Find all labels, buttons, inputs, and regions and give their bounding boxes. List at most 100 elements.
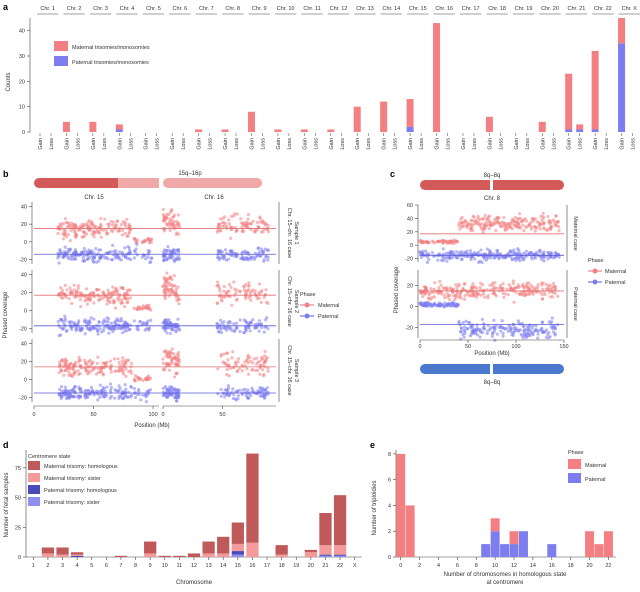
gain-loss-label: Loss: [366, 138, 372, 150]
point-maternal: [164, 354, 168, 358]
point-maternal: [483, 213, 487, 217]
point-maternal: [533, 216, 537, 221]
panel-b-ytick-label: -20: [19, 396, 27, 402]
point-maternal: [457, 223, 461, 228]
point-paternal: [144, 327, 149, 331]
point-maternal: [59, 296, 64, 300]
point-paternal: [138, 319, 142, 323]
point-paternal: [424, 249, 428, 253]
point-paternal: [74, 252, 78, 256]
panel-b-left-chr: Chr. 15: [84, 195, 104, 201]
point-maternal: [86, 220, 90, 224]
point-paternal: [129, 384, 133, 389]
point-maternal: [74, 225, 78, 229]
point-maternal: [216, 367, 220, 371]
point-maternal: [116, 357, 120, 361]
point-maternal: [527, 281, 531, 285]
point-maternal: [129, 361, 134, 366]
point-paternal: [79, 326, 83, 330]
panel-c-xtick-label: 100: [511, 344, 520, 350]
point-paternal: [456, 303, 460, 307]
point-paternal: [68, 320, 72, 324]
point-maternal: [67, 366, 72, 371]
point-maternal: [77, 355, 81, 359]
chromosome-label: Chr. 12: [330, 6, 348, 12]
gain-loss-label: Gain: [355, 138, 361, 150]
point-maternal: [459, 217, 463, 221]
point-maternal: [262, 295, 266, 299]
point-maternal: [220, 224, 225, 228]
point-maternal: [219, 354, 223, 358]
point-maternal: [524, 292, 528, 297]
point-paternal: [266, 258, 270, 262]
bar-maternal-sister: [304, 552, 318, 557]
point-paternal: [73, 257, 78, 261]
point-paternal: [261, 394, 266, 398]
point-maternal: [508, 225, 512, 229]
panel-d-xtick-label: 5: [90, 563, 93, 569]
point-paternal: [469, 255, 473, 260]
point-paternal: [264, 254, 268, 258]
point-maternal: [245, 357, 250, 362]
point-maternal: [516, 217, 520, 221]
point-maternal: [141, 304, 145, 308]
point-maternal: [541, 211, 545, 215]
point-paternal: [525, 331, 529, 335]
point-maternal: [76, 284, 81, 288]
point-paternal: [461, 332, 465, 336]
point-maternal: [265, 300, 269, 304]
point-maternal: [85, 302, 90, 306]
point-paternal: [165, 331, 169, 335]
point-paternal: [62, 326, 66, 330]
point-maternal: [71, 367, 75, 371]
point-maternal: [109, 219, 113, 224]
point-maternal: [462, 282, 466, 286]
point-paternal: [519, 332, 523, 337]
point-maternal: [230, 214, 234, 218]
point-paternal: [109, 385, 114, 390]
panel-c-ytick-label: 0: [410, 243, 413, 249]
point-paternal: [515, 327, 519, 331]
gain-loss-label: Loss: [75, 138, 81, 150]
point-maternal: [523, 285, 527, 289]
point-maternal: [447, 297, 452, 302]
panel-e-xtick-label: 4: [437, 563, 440, 569]
point-paternal: [527, 326, 531, 330]
point-maternal: [510, 227, 514, 231]
panel-d-xtick-label: 16: [249, 563, 255, 569]
point-paternal: [69, 325, 73, 330]
point-maternal: [105, 302, 109, 306]
point-paternal: [544, 335, 549, 340]
point-paternal: [58, 248, 62, 252]
bar-maternal-homologous: [231, 522, 244, 544]
panel-d-xtick-label: 18: [279, 563, 285, 569]
point-maternal: [508, 287, 512, 291]
gain-loss-label: Gain: [302, 138, 308, 150]
gain-loss-label: Gain: [540, 138, 546, 150]
point-paternal: [168, 331, 172, 336]
point-paternal: [144, 393, 148, 397]
bar-maternal: [509, 531, 519, 545]
point-paternal: [443, 301, 447, 305]
legend-c-paternal-dot: [592, 279, 598, 285]
point-paternal: [170, 249, 174, 253]
point-maternal: [144, 306, 148, 310]
point-paternal: [242, 331, 246, 335]
point-maternal: [222, 284, 226, 289]
point-paternal: [418, 250, 422, 254]
bar-paternal-sister: [231, 554, 244, 557]
point-paternal: [248, 329, 252, 333]
point-paternal: [244, 324, 248, 328]
point-maternal: [494, 228, 498, 233]
chromosome-label: Chr. 17: [462, 6, 480, 12]
point-maternal: [554, 214, 558, 218]
point-paternal: [516, 247, 520, 251]
point-paternal: [177, 250, 181, 255]
point-maternal: [550, 290, 554, 294]
point-paternal: [219, 330, 224, 335]
point-paternal: [164, 249, 168, 253]
point-paternal: [457, 321, 461, 325]
point-paternal: [470, 329, 474, 333]
point-paternal: [219, 394, 223, 398]
bar-maternal: [247, 111, 255, 132]
